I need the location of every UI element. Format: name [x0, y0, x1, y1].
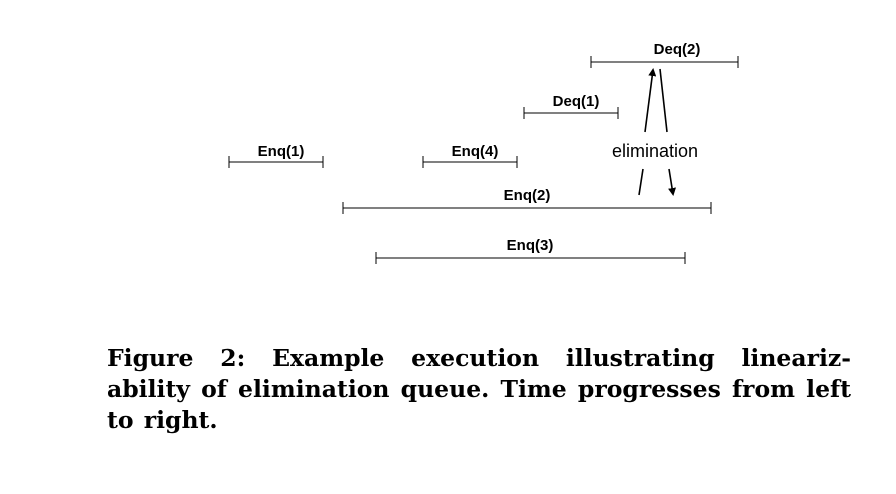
connector-from-deq2 [659, 68, 668, 133]
deq2-interval: Deq(2) [590, 41, 739, 68]
deq2-label: Deq(2) [654, 41, 701, 58]
enq2-label: Enq(2) [504, 187, 551, 204]
arrow-down-from-elimination [668, 168, 677, 196]
enq4-interval: Enq(4) [422, 143, 518, 168]
figure-caption: Figure 2: Example execution illustrating… [107, 344, 851, 434]
enq3-label: Enq(3) [507, 237, 554, 254]
elimination-arrows [638, 68, 677, 196]
enq1-label: Enq(1) [258, 143, 305, 160]
arrow-up-to-deq2 [644, 68, 657, 133]
enq1-interval: Enq(1) [228, 143, 324, 168]
enq3-interval: Enq(3) [375, 237, 686, 264]
enq2-interval: Enq(2) [342, 187, 712, 214]
elimination-label: elimination [612, 141, 698, 161]
linearizability-diagram: Deq(2) Deq(1) Enq(1) Enq(4) elimination … [228, 41, 739, 264]
connector-from-enq2 [638, 168, 644, 196]
deq1-label: Deq(1) [553, 93, 600, 110]
deq1-interval: Deq(1) [523, 93, 619, 119]
enq4-label: Enq(4) [452, 143, 499, 160]
